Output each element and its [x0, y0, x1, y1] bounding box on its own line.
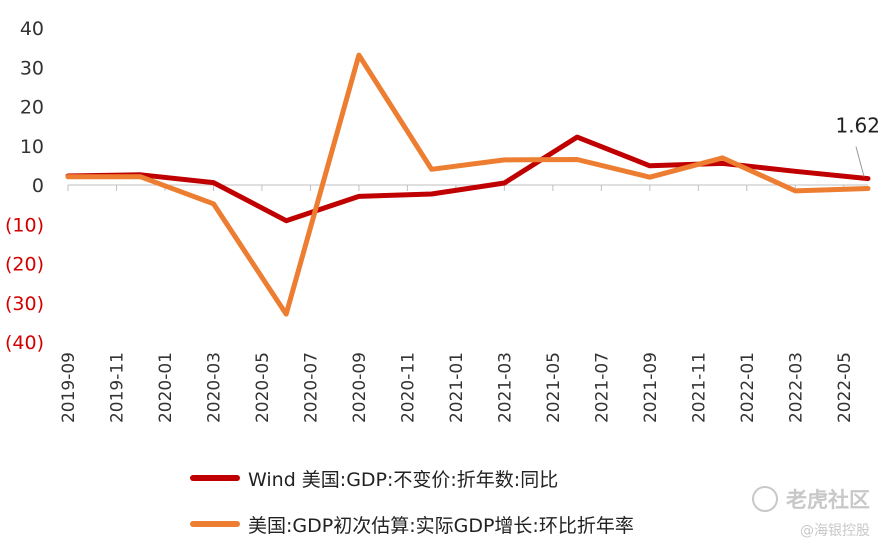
data-point-series-1 [213, 182, 214, 183]
legend: Wind 美国:GDP:不变价:折年数:同比 美国:GDP初次估算:实际GDP增… [190, 455, 790, 547]
legend-swatch-series-1 [190, 475, 240, 481]
series-line-2 [65, 52, 871, 317]
x-tick-label: 2019-09 [59, 352, 79, 423]
data-point-series-1 [722, 163, 723, 164]
series-line-1 [65, 134, 871, 224]
annotation-leader-line [855, 146, 865, 177]
data-point-series-2 [577, 159, 578, 160]
data-point-series-2 [68, 176, 69, 177]
x-tick-label: 2020-09 [350, 352, 370, 423]
x-tick-label: 2021-07 [592, 352, 612, 423]
x-tick-label: 2022-05 [835, 352, 855, 423]
x-tick-label: 2020-05 [253, 352, 273, 423]
data-point-series-1 [868, 178, 869, 179]
y-tick-label: 20 [20, 97, 44, 119]
data-point-series-2 [358, 55, 359, 56]
y-tick-label: (30) [5, 293, 44, 315]
y-tick-label: 0 [32, 175, 44, 197]
data-point-series-1 [358, 196, 359, 197]
x-tick-label: 2019-11 [107, 352, 127, 423]
legend-item-series-1: Wind 美国:GDP:不变价:折年数:同比 [190, 455, 790, 501]
y-tick-label: (40) [5, 332, 44, 354]
data-point-series-2 [213, 203, 214, 204]
legend-label-series-1: Wind 美国:GDP:不变价:折年数:同比 [248, 468, 559, 491]
legend-item-series-2: 美国:GDP初次估算:实际GDP增长:环比折年率 [190, 501, 790, 547]
data-point-series-1 [577, 137, 578, 138]
data-point-series-1 [649, 165, 650, 166]
y-tick-label: 10 [20, 136, 44, 158]
watermark-text: 老虎社区 [786, 488, 870, 512]
x-tick-label: 2020-07 [301, 352, 321, 423]
y-tick-label: 30 [20, 57, 44, 79]
x-tick-label: 2021-05 [544, 352, 564, 423]
annotation-label: 1.62 [835, 114, 880, 138]
x-tick-label: 2022-01 [738, 352, 758, 423]
x-tick-label: 2021-03 [495, 352, 515, 423]
y-tick-label: 40 [20, 18, 44, 40]
data-point-series-1 [504, 183, 505, 184]
x-tick-label: 2021-11 [689, 352, 709, 423]
line-chart: 40 30 20 10 0 (10) (20) (30) (40) 2019-09 2019-11 2… [5, 18, 880, 423]
x-tick-label: 2020-03 [204, 352, 224, 423]
x-tick-label: 2020-01 [156, 352, 176, 423]
legend-label-series-2: 美国:GDP初次估算:实际GDP增长:环比折年率 [248, 514, 634, 537]
watermark: 老虎社区 [752, 484, 870, 514]
x-tick-label: 2020-11 [398, 352, 418, 423]
y-tick-label: (20) [5, 254, 44, 276]
data-point-series-2 [286, 314, 287, 315]
legend-swatch-series-2 [190, 521, 240, 527]
data-point-series-2 [868, 188, 869, 189]
data-point-series-2 [504, 159, 505, 160]
data-point-series-1 [795, 171, 796, 172]
data-point-series-1 [431, 194, 432, 195]
x-tick-label: 2021-01 [447, 352, 467, 423]
data-point-series-2 [795, 190, 796, 191]
y-tick-label: (10) [5, 214, 44, 236]
x-tick-label: 2022-03 [786, 352, 806, 423]
watermark-subtext: @海银控股 [800, 523, 870, 539]
x-tick-label: 2021-09 [641, 352, 661, 423]
data-point-series-2 [722, 157, 723, 158]
data-point-series-1 [286, 220, 287, 221]
data-point-series-2 [649, 177, 650, 178]
watermark-logo-icon [752, 486, 778, 512]
data-point-series-2 [431, 169, 432, 170]
data-point-series-2 [140, 176, 141, 177]
